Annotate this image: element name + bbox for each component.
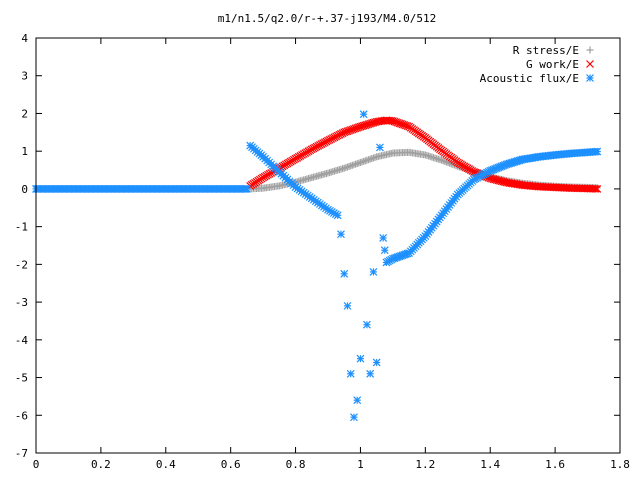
y-tick-label: 3	[21, 70, 28, 83]
chart-title: m1/n1.5/q2.0/r-+.37-j193/M4.0/512	[218, 12, 437, 25]
x-tick-label: 1.8	[610, 458, 630, 471]
y-tick-label: 1	[21, 145, 28, 158]
x-tick-label: 0.2	[91, 458, 111, 471]
x-tick-label: 0.8	[286, 458, 306, 471]
x-tick-label: 1.2	[415, 458, 435, 471]
y-tick-label: -2	[15, 258, 28, 271]
data-point	[337, 230, 345, 239]
x-tick-label: 0.6	[221, 458, 241, 471]
data-point	[346, 369, 355, 378]
axis-ticks: 0 0.2 0.4 0.6 0.8 1 1.2 1.4 1.6 1.8 4 3 2 1 0 -1 -2 -3 -4 -…	[15, 32, 630, 471]
y-tick-label: -4	[15, 334, 29, 347]
x-tick-label: 1.4	[480, 458, 500, 471]
data-point	[439, 157, 447, 165]
y-tick-label: -7	[15, 447, 28, 460]
data-point	[350, 413, 358, 422]
data-point	[379, 234, 388, 242]
x-tick-label: 1.6	[545, 458, 565, 471]
data-point	[593, 184, 602, 193]
legend-label: Acoustic flux/E	[480, 72, 579, 85]
data-point	[359, 110, 368, 119]
y-tick-label: -6	[15, 409, 28, 422]
y-tick-label: 0	[21, 183, 28, 196]
data-point	[369, 267, 378, 276]
legend-marker	[586, 60, 594, 68]
data-point	[590, 184, 598, 193]
data-point	[353, 396, 362, 405]
series-2	[32, 110, 602, 422]
data-point	[593, 147, 602, 156]
data-point	[441, 157, 449, 165]
plot-frame	[35, 37, 621, 454]
data-point	[366, 369, 375, 378]
y-tick-label: 4	[21, 32, 28, 45]
x-tick-label: 0	[33, 458, 40, 471]
data-point	[375, 143, 384, 152]
x-tick-label: 0.4	[156, 458, 176, 471]
data-point	[372, 358, 381, 367]
y-tick-label: -1	[15, 221, 28, 234]
data-point	[242, 184, 251, 193]
y-tick-label: -3	[15, 296, 28, 309]
data-point	[340, 269, 349, 278]
legend-label: G work/E	[526, 58, 579, 71]
data-point	[591, 184, 600, 193]
data-point	[438, 156, 446, 164]
legend-label: R stress/E	[513, 44, 579, 57]
y-tick-label: 2	[21, 107, 28, 120]
data-point	[380, 246, 389, 255]
data-point	[363, 320, 371, 329]
legend-marker	[586, 74, 594, 82]
series-1	[246, 116, 602, 193]
data-point	[333, 211, 342, 220]
data-point	[343, 301, 352, 310]
data-point	[356, 354, 365, 363]
x-tick-label: 1	[357, 458, 364, 471]
chart-marks	[32, 110, 602, 422]
legend-marker	[586, 46, 594, 54]
y-tick-label: -5	[15, 372, 28, 385]
